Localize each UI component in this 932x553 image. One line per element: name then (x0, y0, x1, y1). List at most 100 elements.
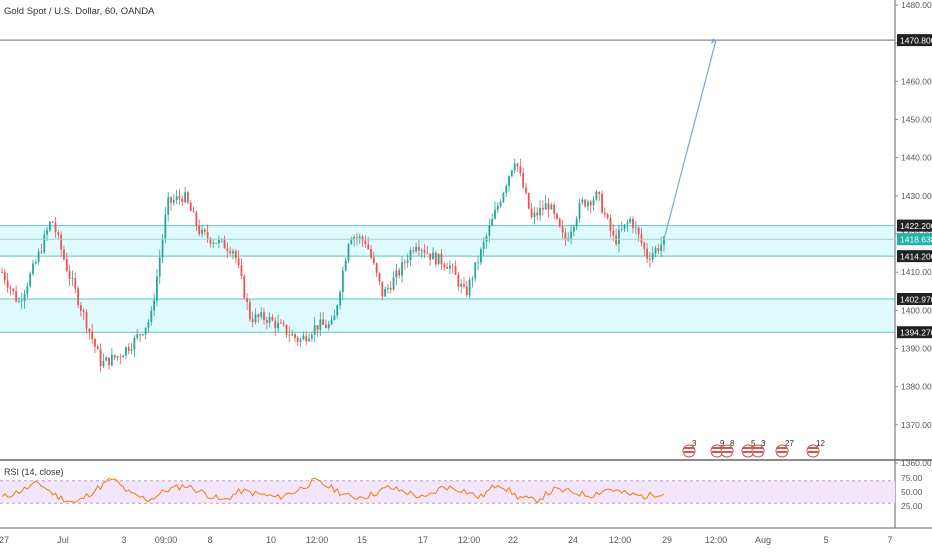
price-tick-label: 1430.000 (901, 191, 932, 201)
candle (429, 253, 432, 266)
candle (203, 228, 206, 235)
candle (184, 186, 187, 204)
candle (229, 246, 232, 256)
candle (77, 285, 79, 309)
candle (37, 248, 40, 265)
event-count: 3 (692, 439, 697, 448)
candle (406, 253, 409, 268)
event-flag-icon[interactable]: 27 (775, 439, 794, 458)
time-axis[interactable]: 27 Jul 3 09:00 8 10 12:00 15 17 12:00 22 24 12:00 29 1… (0, 535, 893, 545)
candle (268, 312, 271, 327)
candle (6, 273, 9, 293)
time-tick-label: 22 (508, 535, 518, 545)
price-badge[interactable]: 1394.270 (897, 326, 932, 339)
candle (141, 333, 144, 337)
candle (54, 217, 57, 238)
candle (288, 326, 291, 343)
candle (212, 239, 215, 248)
candle (629, 216, 632, 224)
candle (158, 249, 161, 285)
event-count: 3 (761, 439, 766, 448)
price-badge[interactable]: 1414.200 (897, 250, 932, 263)
event-flag-icon[interactable]: 3 (682, 439, 697, 458)
candle (364, 235, 367, 248)
candle (181, 195, 184, 207)
candle (195, 210, 198, 232)
projection-arrow[interactable] (663, 39, 717, 240)
candle (612, 224, 615, 242)
candle (40, 243, 43, 255)
candle (372, 251, 375, 265)
candle (384, 286, 387, 297)
candle (606, 212, 609, 220)
candle (553, 202, 556, 220)
event-flag-icon[interactable]: 12 (806, 439, 825, 458)
candle (603, 207, 606, 218)
candle (94, 337, 96, 354)
rsi-pane[interactable]: 75.00 50.00 25.00 (0, 473, 923, 511)
candle (139, 333, 141, 343)
candle (651, 246, 654, 264)
price-badge[interactable]: 1470.800 (897, 34, 932, 47)
candle (48, 220, 51, 233)
candle (105, 356, 108, 362)
candle (378, 272, 381, 286)
candle (133, 335, 136, 358)
candle (564, 228, 567, 247)
time-tick-label: Aug (755, 535, 771, 545)
time-tick-label: 8 (207, 535, 212, 545)
candle (581, 196, 584, 206)
rsi-axis-label: 50.00 (901, 487, 923, 497)
candle (102, 353, 105, 368)
price-badge-label: 1414.200 (900, 252, 932, 262)
drawing-overlays[interactable] (0, 38, 895, 240)
candle (82, 308, 85, 321)
candle (474, 262, 477, 282)
candle (370, 245, 372, 260)
zone-band-1[interactable] (0, 298, 895, 333)
candle (254, 308, 257, 325)
candle (57, 229, 60, 239)
chart-title: Gold Spot / U.S. Dollar, 60, OANDA (4, 6, 155, 17)
rsi-line (1, 477, 665, 504)
candle (446, 262, 448, 269)
price-axis[interactable]: 1480.0001470.0001460.0001450.0001440.000… (895, 0, 932, 468)
time-tick-label: 5 (823, 535, 828, 545)
candle (68, 264, 71, 287)
economic-events[interactable]: 3 9 8 5 3 27 12 (682, 439, 825, 458)
candle (330, 315, 333, 326)
price-badge[interactable]: 1418.638 (897, 233, 932, 246)
candle (1, 267, 3, 274)
candle (18, 297, 20, 303)
time-tick-label: Jul (57, 535, 69, 545)
candle (649, 252, 651, 268)
candle (601, 190, 603, 214)
event-flag-icon[interactable]: 8 (720, 439, 735, 458)
candle (232, 248, 234, 260)
candle (336, 304, 339, 319)
candle (344, 257, 347, 272)
event-flag-icon[interactable]: 9 (710, 439, 725, 458)
candle (63, 245, 65, 262)
candle (91, 324, 94, 344)
candle (544, 195, 547, 210)
candle (99, 343, 102, 372)
candle (34, 259, 37, 265)
zone-band-0[interactable] (0, 225, 895, 257)
candle (46, 226, 48, 241)
price-badge-label: 1418.638 (900, 235, 932, 245)
candle (243, 274, 246, 300)
candle (285, 324, 288, 338)
candle (322, 311, 325, 325)
price-badge[interactable]: 1422.200 (897, 219, 932, 232)
candle (632, 216, 634, 234)
price-badge[interactable]: 1402.970 (897, 292, 932, 305)
candle (361, 234, 364, 247)
candle (454, 260, 457, 275)
event-flag-icon[interactable]: 3 (751, 439, 766, 458)
candle (623, 224, 626, 233)
candle (437, 253, 440, 265)
candlestick-series (1, 158, 665, 372)
